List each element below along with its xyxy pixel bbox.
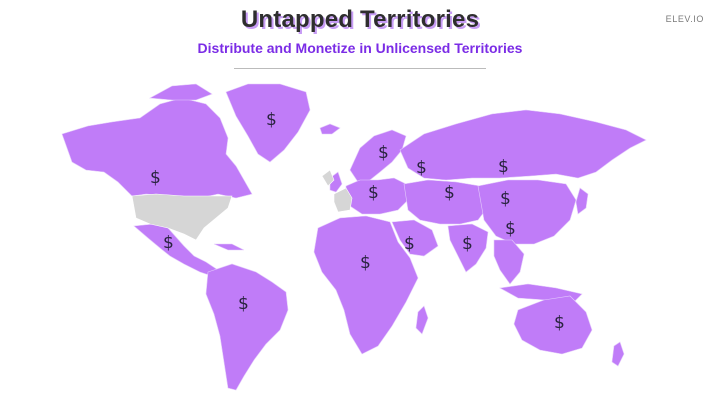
dollar-markers: $ $ $ $ $ $ $ $ $ $ $ $ $ $ $ bbox=[150, 110, 565, 333]
region-north-atlantic-isle bbox=[321, 169, 335, 187]
region-new-zealand bbox=[611, 341, 625, 367]
region-japan bbox=[575, 187, 589, 215]
slide-subtitle: Distribute and Monetize in Unlicensed Te… bbox=[197, 40, 523, 56]
dollar-icon: $ bbox=[368, 183, 379, 203]
dollar-icon: $ bbox=[505, 219, 516, 239]
dollar-icon: $ bbox=[498, 157, 509, 177]
region-usa bbox=[131, 193, 233, 241]
region-china bbox=[477, 179, 577, 245]
slide-title: Untapped Territories bbox=[240, 6, 480, 33]
region-greenland bbox=[225, 83, 311, 163]
region-southeast-asia bbox=[493, 239, 525, 285]
dollar-icon: $ bbox=[238, 294, 249, 314]
region-mexico bbox=[133, 223, 219, 277]
dollar-icon: $ bbox=[163, 233, 174, 253]
dollar-icon: $ bbox=[378, 143, 389, 163]
region-russia bbox=[399, 109, 647, 181]
region-africa bbox=[313, 215, 419, 355]
dollar-icon: $ bbox=[404, 234, 415, 254]
dollar-icon: $ bbox=[462, 234, 473, 254]
dollar-icon: $ bbox=[150, 168, 161, 188]
brand-logo: ELEV.IO bbox=[665, 14, 704, 24]
region-arabia bbox=[391, 219, 439, 257]
region-caribbean bbox=[213, 243, 245, 251]
title-divider bbox=[234, 68, 486, 69]
region-india bbox=[447, 223, 489, 273]
region-arctic-islands bbox=[148, 83, 213, 101]
dollar-icon: $ bbox=[500, 189, 511, 209]
region-south-america bbox=[205, 263, 289, 391]
region-australia bbox=[513, 295, 593, 355]
dollar-icon: $ bbox=[416, 158, 427, 178]
dollar-icon: $ bbox=[554, 313, 565, 333]
region-central-asia bbox=[403, 179, 491, 225]
region-canada bbox=[61, 97, 253, 199]
dollar-icon: $ bbox=[444, 183, 455, 203]
dollar-icon: $ bbox=[266, 110, 277, 130]
region-madagascar bbox=[415, 305, 429, 335]
dollar-icon: $ bbox=[360, 253, 371, 273]
region-iceland bbox=[319, 123, 341, 135]
region-western-europe bbox=[333, 187, 353, 213]
